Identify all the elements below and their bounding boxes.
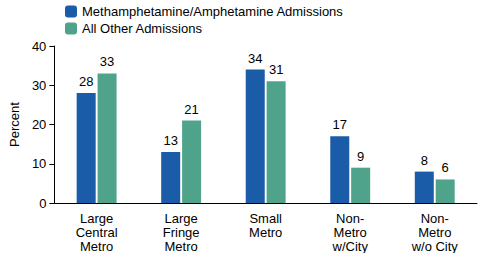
svg-text:Non-: Non-: [336, 211, 364, 226]
svg-text:All Other Admissions: All Other Admissions: [82, 21, 202, 36]
svg-text:31: 31: [269, 62, 283, 77]
svg-text:13: 13: [163, 133, 177, 148]
svg-text:0: 0: [39, 196, 46, 211]
svg-text:w/o City: w/o City: [411, 239, 459, 253]
svg-text:Small: Small: [249, 211, 282, 226]
svg-text:8: 8: [421, 153, 428, 168]
svg-text:w/City: w/City: [332, 239, 369, 253]
svg-text:17: 17: [333, 117, 347, 132]
svg-text:Metro: Metro: [165, 239, 198, 253]
svg-text:21: 21: [184, 102, 198, 117]
svg-text:Non-: Non-: [421, 211, 449, 226]
svg-text:40: 40: [32, 39, 46, 54]
svg-text:Fringe: Fringe: [163, 225, 200, 240]
svg-text:Methamphetamine/Amphetamine Ad: Methamphetamine/Amphetamine Admissions: [82, 4, 343, 19]
svg-text:9: 9: [357, 149, 364, 164]
svg-text:6: 6: [442, 160, 449, 175]
svg-text:Large: Large: [165, 211, 198, 226]
svg-text:20: 20: [32, 117, 46, 132]
svg-text:Central: Central: [76, 225, 118, 240]
svg-text:Metro: Metro: [80, 239, 113, 253]
svg-text:Metro: Metro: [249, 225, 282, 240]
svg-text:Large: Large: [80, 211, 113, 226]
svg-text:Metro: Metro: [418, 225, 451, 240]
svg-text:28: 28: [79, 74, 93, 89]
svg-text:33: 33: [100, 54, 114, 69]
svg-text:34: 34: [248, 51, 262, 66]
svg-text:Metro: Metro: [334, 225, 367, 240]
svg-text:Percent: Percent: [7, 102, 22, 147]
svg-text:10: 10: [32, 156, 46, 171]
svg-text:30: 30: [32, 78, 46, 93]
